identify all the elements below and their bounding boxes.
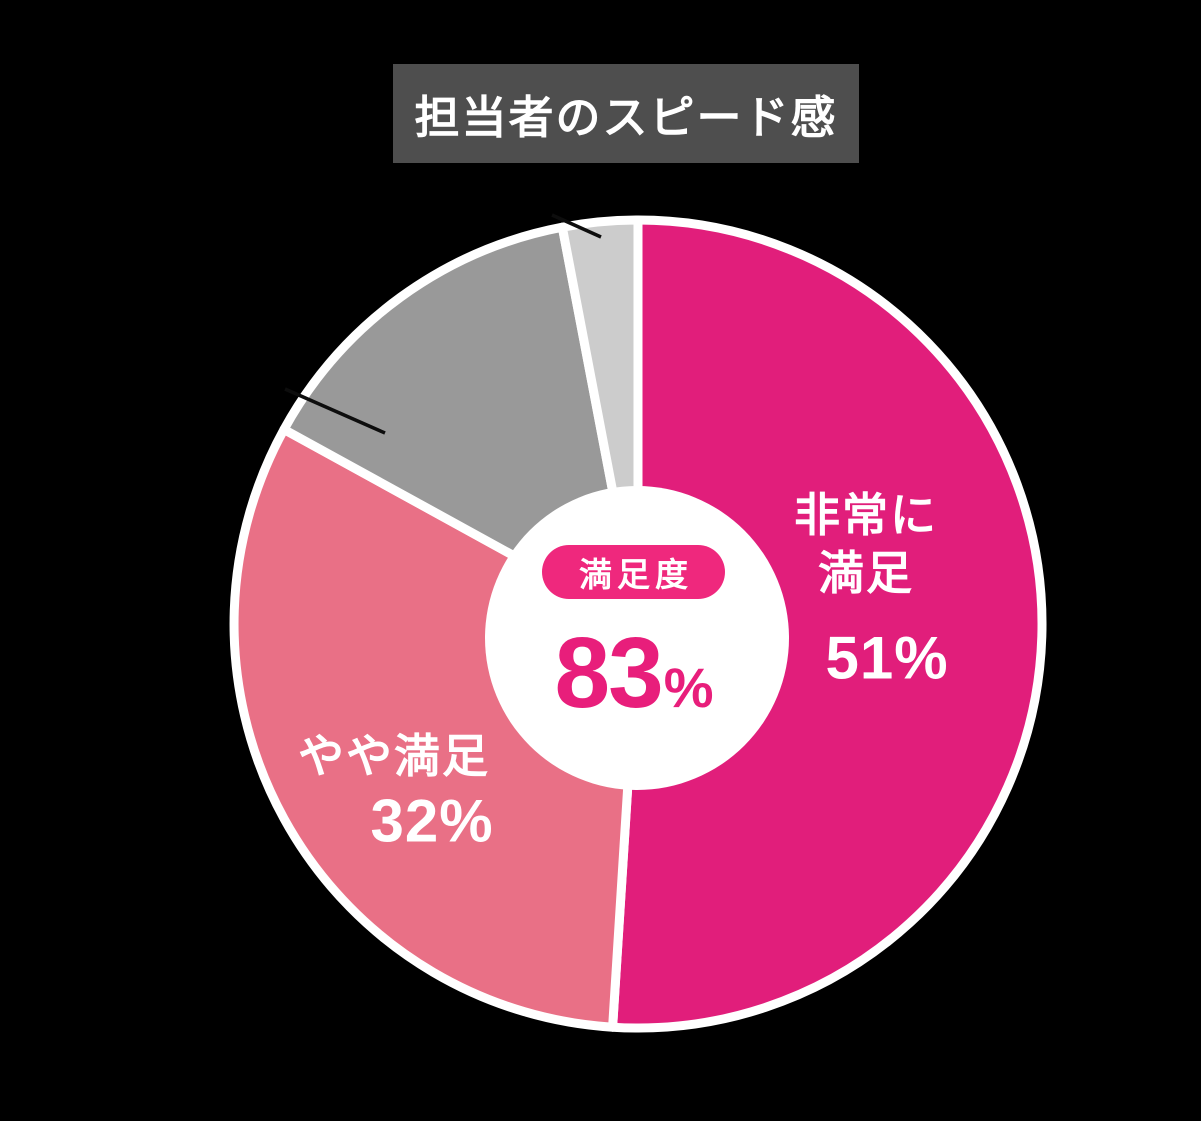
satisfaction-pill-label: 満足度 <box>579 556 693 593</box>
chart-title-box: 担当者のスピード感 <box>393 64 859 163</box>
satisfaction-pill-badge: 満足度 <box>542 545 725 599</box>
pie-slices <box>229 215 1047 1033</box>
satisfaction-value-percent-sign: % <box>663 656 714 719</box>
leader-line-gray-slice <box>284 387 386 435</box>
slice-percent-somewhat-satisfied: 32% <box>370 787 494 855</box>
satisfaction-value: 83 % <box>554 623 713 723</box>
leader-line-light-gray-slice <box>551 213 602 239</box>
slice-label-very-satisfied: 非常に 満足 <box>794 489 938 599</box>
slice-label-somewhat-satisfied: やや満足 <box>298 730 490 783</box>
chart-title: 担当者のスピード感 <box>414 92 838 143</box>
satisfaction-value-number: 83 <box>554 617 663 729</box>
pie-slice-0 <box>608 215 1047 1033</box>
slice-percent-very-satisfied: 51% <box>825 624 949 692</box>
